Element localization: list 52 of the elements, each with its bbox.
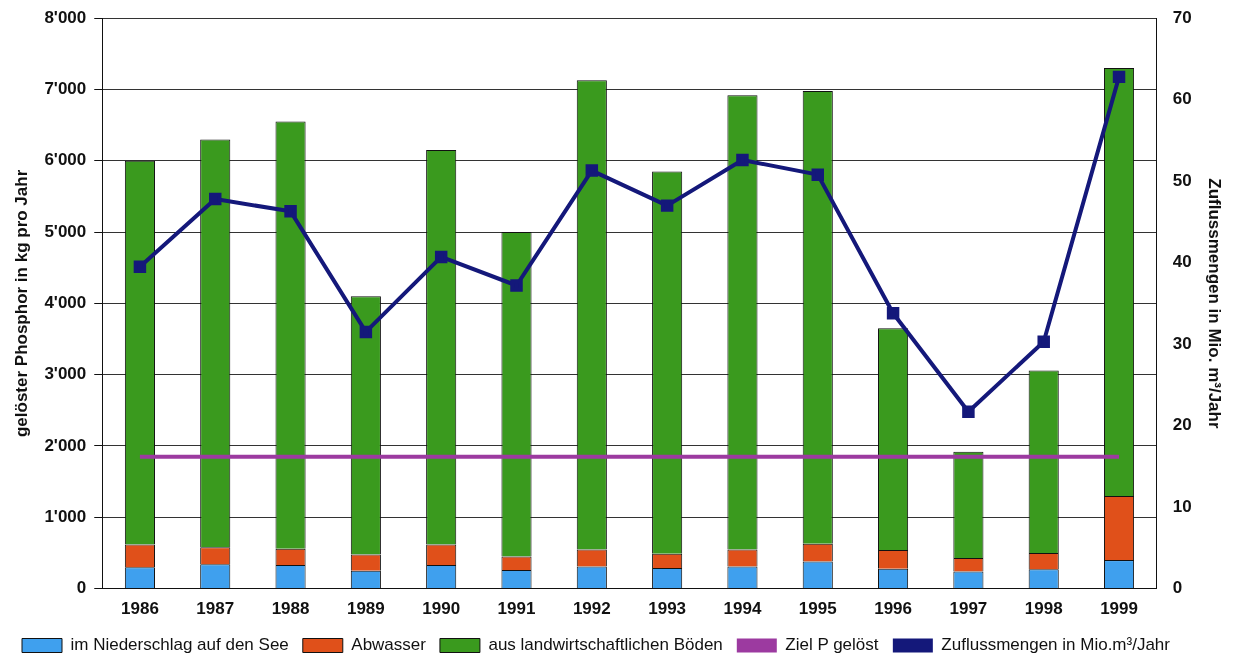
point bbox=[510, 279, 523, 292]
x-tick-label: 1994 bbox=[723, 599, 762, 619]
point bbox=[1112, 70, 1126, 84]
x-tick-label: 1997 bbox=[949, 599, 988, 619]
x-tick-label: 1989 bbox=[346, 599, 385, 619]
point bbox=[886, 306, 900, 320]
y-axis-title: gelöster Phosphor in kg pro Jahr bbox=[11, 169, 31, 438]
y2-tick-label: 50 bbox=[1172, 170, 1192, 190]
legend-label: aus landwirtschaftlichen Böden bbox=[488, 635, 723, 655]
x-tick-label: 1991 bbox=[497, 599, 536, 619]
point bbox=[1037, 335, 1050, 348]
point bbox=[962, 405, 975, 419]
point bbox=[359, 325, 373, 339]
point bbox=[811, 168, 825, 181]
legend-label: Ziel P gelöst bbox=[785, 635, 879, 655]
y2-tick-label: 20 bbox=[1172, 415, 1192, 435]
x-tick-label: 1992 bbox=[572, 599, 611, 619]
y-tick-label: 7'000 bbox=[44, 79, 87, 99]
point bbox=[660, 199, 674, 212]
x-tick-label: 1996 bbox=[874, 599, 912, 619]
point bbox=[585, 164, 599, 177]
x-tick-label: 1988 bbox=[271, 599, 310, 619]
x-tick-label: 1987 bbox=[196, 599, 235, 619]
y2-tick-label: 70 bbox=[1172, 7, 1192, 27]
y-tick-label: 3'000 bbox=[44, 364, 87, 384]
y2-tick-label: 0 bbox=[1172, 578, 1183, 598]
point bbox=[208, 192, 222, 206]
y-tick-label: 2'000 bbox=[44, 435, 87, 455]
x-tick-label: 1999 bbox=[1100, 599, 1138, 619]
point bbox=[133, 260, 147, 273]
point bbox=[736, 153, 749, 167]
y-tick-label: 6'000 bbox=[44, 150, 87, 170]
y2-tick-label: 40 bbox=[1172, 252, 1192, 272]
x-tick-label: 1986 bbox=[121, 599, 159, 619]
legend-label: im Niederschlag auf den See bbox=[70, 635, 289, 655]
point bbox=[284, 205, 297, 218]
y-tick-label: 5'000 bbox=[44, 221, 87, 241]
y-tick-label: 0 bbox=[76, 578, 87, 598]
y-tick-label: 1'000 bbox=[44, 506, 87, 526]
y2-axis-title: Zuflussmengen in Mio. m³/Jahr bbox=[1205, 178, 1225, 429]
y2-tick-label: 10 bbox=[1172, 496, 1192, 516]
legend-label: Zuflussmengen in Mio.m³/Jahr bbox=[941, 635, 1171, 655]
y-tick-label: 8'000 bbox=[44, 7, 87, 27]
x-tick-label: 1995 bbox=[798, 599, 837, 619]
y2-tick-label: 30 bbox=[1172, 333, 1192, 353]
y2-tick-label: 60 bbox=[1172, 89, 1192, 109]
point bbox=[434, 250, 448, 264]
legend-label: Abwasser bbox=[351, 635, 427, 655]
x-tick-label: 1998 bbox=[1024, 599, 1063, 619]
x-tick-label: 1993 bbox=[648, 599, 687, 619]
x-tick-label: 1990 bbox=[422, 599, 461, 619]
y-tick-label: 4'000 bbox=[44, 293, 87, 313]
